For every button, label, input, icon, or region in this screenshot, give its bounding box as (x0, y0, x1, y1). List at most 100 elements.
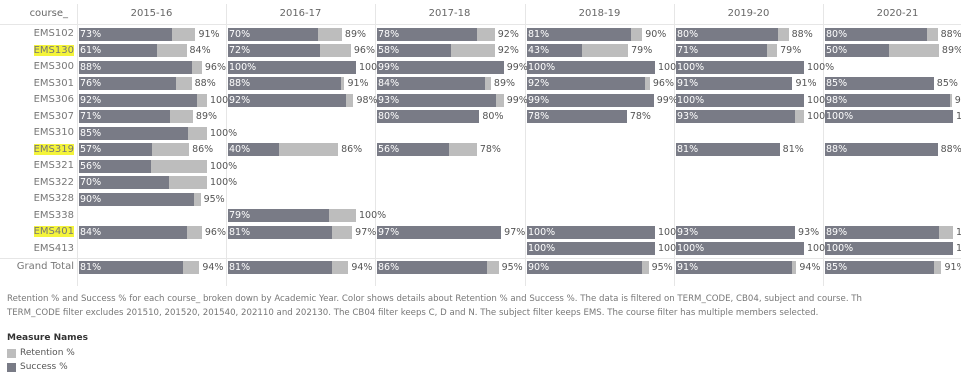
retention-label: 81% (782, 144, 804, 155)
success-bar[interactable] (676, 110, 796, 123)
success-bar[interactable] (79, 176, 169, 189)
success-bar[interactable] (377, 225, 502, 239)
success-bar[interactable] (228, 93, 346, 107)
retention-label: 100% (956, 243, 961, 254)
success-bar[interactable] (377, 143, 449, 156)
retention-label: 99% (506, 94, 528, 106)
success-bar[interactable] (676, 225, 796, 239)
success-bar[interactable] (377, 93, 497, 107)
success-bar[interactable] (527, 27, 631, 41)
success-bar[interactable] (527, 110, 627, 123)
course-name: EMS321 (33, 160, 74, 171)
success-bar[interactable] (527, 260, 643, 274)
success-bar[interactable] (228, 27, 318, 41)
column-header-2018-19: 2018-19 (578, 8, 621, 19)
success-bar[interactable] (79, 60, 192, 74)
success-bar[interactable] (79, 225, 187, 239)
retention-label: 91% (347, 78, 369, 89)
success-bar[interactable] (79, 192, 195, 206)
column-header-2019-20: 2019-20 (727, 8, 770, 19)
column-header-2020-21: 2020-21 (876, 8, 919, 19)
success-label: 92% (528, 78, 550, 89)
success-bar[interactable] (377, 77, 485, 90)
success-bar[interactable] (527, 77, 645, 90)
success-bar[interactable] (79, 77, 177, 90)
success-bar[interactable] (527, 44, 583, 57)
success-bar[interactable] (825, 27, 928, 41)
legend-item-retention[interactable]: Retention % (7, 346, 88, 360)
success-bar[interactable] (825, 143, 938, 156)
success-bar[interactable] (228, 60, 356, 74)
success-label: 81% (677, 144, 699, 155)
success-bar[interactable] (79, 110, 170, 123)
legend-label-retention: Retention % (20, 348, 75, 358)
success-bar[interactable] (825, 242, 953, 255)
retention-label: 95% (501, 261, 523, 273)
success-bar[interactable] (377, 27, 477, 41)
success-label: 57% (80, 144, 102, 155)
success-bar[interactable] (676, 93, 804, 107)
success-bar[interactable] (377, 110, 480, 123)
row-label-ems319: EMS319 (0, 142, 76, 158)
success-bar[interactable] (228, 225, 332, 239)
success-bar[interactable] (377, 44, 452, 57)
row-label-ems321: EMS321 (0, 158, 76, 174)
success-bar[interactable] (377, 60, 504, 74)
success-bar[interactable] (676, 242, 804, 255)
success-label: 100% (229, 61, 257, 73)
retention-label: 99% (954, 94, 961, 106)
success-bar[interactable] (527, 93, 654, 107)
success-label: 56% (378, 144, 400, 155)
success-bar[interactable] (527, 242, 655, 255)
success-label: 86% (378, 261, 400, 273)
success-bar[interactable] (79, 143, 152, 156)
success-bar[interactable] (527, 60, 655, 74)
success-bar[interactable] (79, 44, 158, 57)
success-bar[interactable] (825, 260, 934, 274)
success-bar[interactable] (377, 260, 488, 274)
retention-label: 94% (351, 261, 373, 273)
success-label: 43% (528, 45, 550, 56)
success-bar[interactable] (228, 209, 330, 222)
retention-label: 86% (192, 144, 214, 155)
legend-item-success[interactable]: Success % (7, 360, 88, 374)
success-bar[interactable] (228, 77, 341, 90)
success-bar[interactable] (825, 44, 889, 57)
success-label: 73% (80, 28, 102, 40)
success-bar[interactable] (676, 60, 804, 74)
success-label: 85% (826, 78, 848, 89)
success-bar[interactable] (527, 225, 655, 239)
retention-label: 100% (210, 127, 238, 139)
success-label: 81% (229, 261, 251, 273)
success-label: 88% (229, 78, 251, 89)
retention-label: 95% (651, 261, 673, 273)
success-label: 71% (80, 111, 102, 122)
retention-label: 99% (506, 61, 528, 73)
success-bar[interactable] (79, 93, 197, 107)
retention-label: 100% (359, 210, 387, 221)
success-bar[interactable] (825, 225, 939, 239)
success-bar[interactable] (825, 77, 934, 90)
success-bar[interactable] (79, 260, 183, 274)
success-bar[interactable] (79, 159, 151, 173)
success-label: 93% (378, 94, 400, 106)
success-bar[interactable] (825, 93, 951, 107)
success-bar[interactable] (79, 27, 173, 41)
row-label-ems328: EMS328 (0, 191, 76, 207)
success-bar[interactable] (825, 110, 953, 123)
success-label: 70% (80, 177, 102, 188)
retention-label: 100% (210, 177, 238, 188)
success-bar[interactable] (228, 143, 280, 156)
success-label: 50% (826, 45, 848, 56)
success-bar[interactable] (676, 260, 793, 274)
success-bar[interactable] (79, 126, 188, 140)
row-label-ems413: EMS413 (0, 241, 76, 257)
success-bar[interactable] (676, 27, 779, 41)
success-bar[interactable] (228, 44, 321, 57)
success-bar[interactable] (676, 77, 793, 90)
success-bar[interactable] (676, 44, 767, 57)
success-bar[interactable] (228, 260, 332, 274)
retention-label: 100% (807, 243, 835, 254)
success-bar[interactable] (676, 143, 780, 156)
success-label: 80% (378, 111, 400, 122)
